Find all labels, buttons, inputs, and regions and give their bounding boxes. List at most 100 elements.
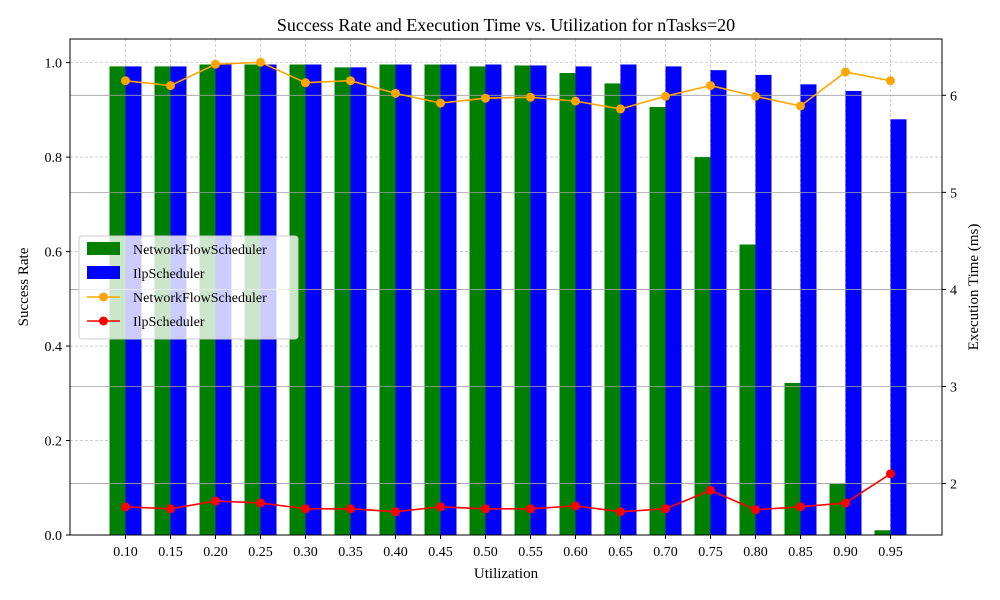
bar-ilp xyxy=(710,70,727,536)
legend-swatch-bar-networkflow xyxy=(87,242,120,255)
line-ilp-point xyxy=(616,507,625,517)
line-ilp-point xyxy=(346,504,355,514)
chart-title: Success Rate and Execution Time vs. Util… xyxy=(277,15,735,35)
y-axis-label-right: Execution Time (ms) xyxy=(966,224,982,351)
x-tick-label: 0.50 xyxy=(473,545,498,560)
y-left-tick-label: 1.0 xyxy=(45,57,63,72)
line-ilp-point xyxy=(121,502,130,512)
y-left-tick-label: 0.6 xyxy=(45,246,63,261)
line-networkflow-point xyxy=(526,92,535,102)
y-left-tick-label: 0.4 xyxy=(45,340,63,355)
line-ilp-point xyxy=(436,502,445,512)
legend-label-bar-networkflow: NetworkFlowScheduler xyxy=(133,243,267,258)
bar-networkflow xyxy=(649,107,666,535)
legend-frame xyxy=(78,235,299,340)
legend: NetworkFlowScheduler IlpScheduler Networ… xyxy=(78,235,299,340)
legend-marker-line-networkflow xyxy=(99,292,108,302)
line-networkflow-point xyxy=(436,98,445,108)
bar-networkflow xyxy=(784,382,801,535)
y-right-tick-label: 5 xyxy=(950,186,957,201)
line-ilp-point xyxy=(841,498,850,508)
bar-ilp xyxy=(440,64,457,535)
bar-ilp xyxy=(530,65,547,535)
bar-ilp xyxy=(305,64,322,535)
line-ilp-point xyxy=(166,504,175,514)
bar-ilp xyxy=(350,67,367,535)
plot-frame xyxy=(69,38,943,536)
legend-marker-line-ilp xyxy=(99,316,108,326)
line-ilp-point xyxy=(886,469,895,479)
bar-networkflow xyxy=(514,65,531,535)
line-networkflow-point xyxy=(616,104,625,114)
bar-ilp xyxy=(890,119,907,536)
x-tick-label: 0.95 xyxy=(878,545,903,560)
x-tick-label: 0.40 xyxy=(383,545,408,560)
x-tick-label: 0.70 xyxy=(653,545,678,560)
bar-networkflow xyxy=(469,66,486,535)
bar-networkflow xyxy=(424,64,441,535)
legend-swatch-bar-ilp xyxy=(87,266,120,279)
x-tick-label: 0.10 xyxy=(113,545,138,560)
bar-networkflow xyxy=(694,157,711,535)
bar-ilp xyxy=(755,74,772,536)
line-ilp-point xyxy=(391,507,400,517)
x-tick-label: 0.15 xyxy=(158,545,183,560)
bar-ilp xyxy=(485,64,502,535)
y-right-tick-label: 2 xyxy=(950,478,957,493)
line-networkflow-point xyxy=(706,81,715,91)
x-tick-label: 0.35 xyxy=(338,545,363,560)
line-networkflow-point xyxy=(211,59,220,69)
bar-networkflow xyxy=(559,73,576,536)
y-left-tick-label: 0.0 xyxy=(45,529,63,544)
legend-label-line-ilp: IlpScheduler xyxy=(133,315,205,330)
line-networkflow-point xyxy=(751,91,760,101)
bar-networkflow xyxy=(334,67,351,535)
bar-networkflow xyxy=(874,530,891,535)
line-networkflow xyxy=(125,61,891,110)
bar-networkflow xyxy=(379,64,396,535)
line-networkflow-point xyxy=(481,93,490,103)
legend-label-line-networkflow: NetworkFlowScheduler xyxy=(133,291,267,306)
y-right-tick-label: 4 xyxy=(950,283,957,298)
x-axis-label: Utilization xyxy=(474,566,539,582)
bar-ilp xyxy=(395,64,412,535)
x-tick-label: 0.20 xyxy=(203,545,228,560)
y-axis-right: 2 3 4 5 6 xyxy=(942,89,957,493)
line-networkflow-point xyxy=(796,101,805,111)
bar-networkflow xyxy=(604,83,621,535)
line-ilp-point xyxy=(796,502,805,512)
line-networkflow-point xyxy=(661,91,670,101)
x-tick-label: 0.80 xyxy=(743,545,768,560)
x-tick-label: 0.60 xyxy=(563,545,588,560)
y-axis-label-left: Success Rate xyxy=(16,247,32,326)
line-networkflow-point xyxy=(841,67,850,77)
line-ilp-point xyxy=(526,504,535,514)
line-ilp xyxy=(125,473,891,513)
line-ilp-point xyxy=(751,505,760,515)
line-networkflow-point xyxy=(256,57,265,67)
line-ilp-point xyxy=(571,501,580,511)
x-tick-label: 0.85 xyxy=(788,545,813,560)
x-tick-label: 0.30 xyxy=(293,545,318,560)
y-left-tick-label: 0.2 xyxy=(45,435,63,450)
y-right-tick-label: 3 xyxy=(950,380,957,395)
x-tick-label: 0.55 xyxy=(518,545,543,560)
bar-ilp xyxy=(620,64,637,535)
line-ilp-point xyxy=(706,485,715,495)
x-tick-label: 0.45 xyxy=(428,545,453,560)
x-tick-label: 0.75 xyxy=(698,545,723,560)
bar-ilp xyxy=(800,84,817,535)
line-ilp-point xyxy=(256,498,265,508)
line-networkflow-point xyxy=(886,76,895,86)
bar-ilp xyxy=(575,66,592,535)
x-tick-label: 0.65 xyxy=(608,545,633,560)
line-networkflow-point xyxy=(391,88,400,98)
line-networkflow-point xyxy=(571,96,580,106)
x-tick-label: 0.25 xyxy=(248,545,273,560)
y-left-tick-label: 0.8 xyxy=(45,151,63,166)
line-networkflow-point xyxy=(301,78,310,88)
line-ilp-point xyxy=(481,504,490,514)
line-ilp-point xyxy=(301,504,310,514)
line-networkflow-point xyxy=(166,81,175,91)
